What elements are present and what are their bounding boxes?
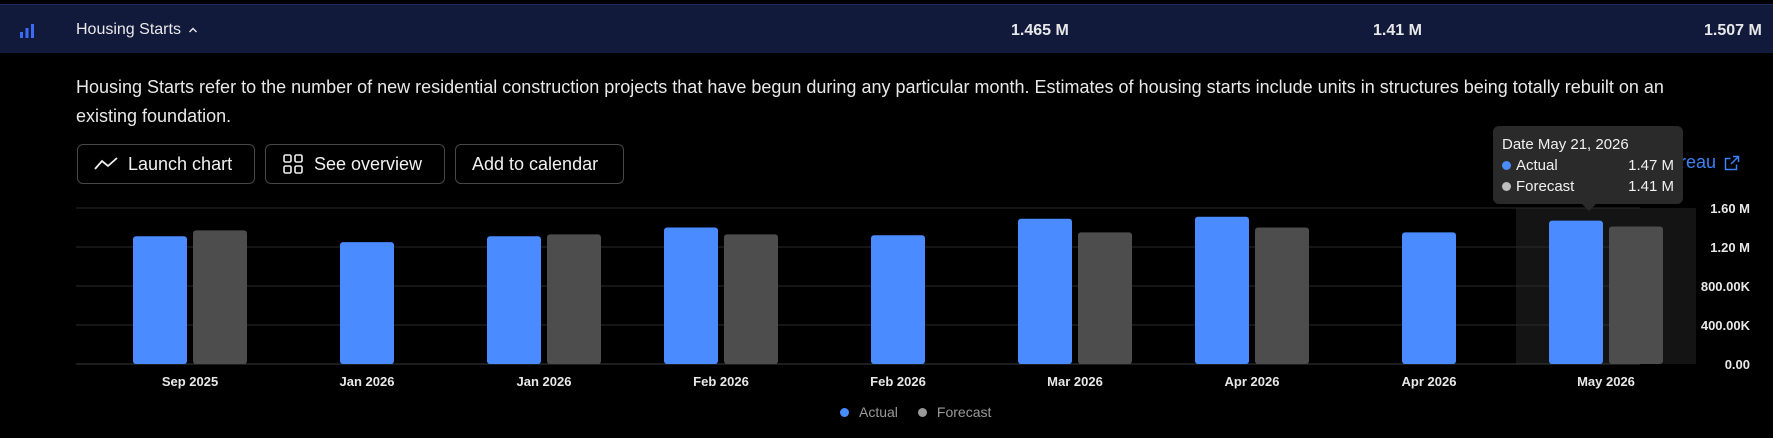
launch-chart-label: Launch chart — [128, 153, 233, 174]
source-link[interactable]: reau — [1680, 152, 1740, 173]
tooltip-actual-row: Actual 1.47 M — [1502, 155, 1674, 176]
indicator-description: Housing Starts refer to the number of ne… — [76, 77, 1664, 126]
bar-actual — [1402, 232, 1456, 364]
bar-forecast — [547, 234, 601, 364]
legend-forecast[interactable]: Forecast — [917, 404, 992, 420]
indicator-name-label: Housing Starts — [76, 21, 181, 38]
x-tick-label: May 2026 — [1577, 374, 1635, 389]
tooltip-forecast-row: Forecast 1.41 M — [1502, 176, 1674, 197]
x-tick-label: Feb 2026 — [693, 374, 749, 389]
launch-chart-button[interactable]: Launch chart — [77, 144, 255, 184]
bar-actual — [487, 236, 541, 364]
forecast-value: 1.41 M — [1373, 22, 1422, 39]
actual-dot-icon — [1502, 161, 1511, 170]
forecast-dot-icon — [1502, 182, 1511, 191]
legend-actual-dot-icon — [840, 407, 849, 417]
bar-actual — [664, 227, 718, 364]
chevron-up-icon — [188, 27, 197, 33]
see-overview-label: See overview — [314, 153, 423, 174]
y-tick-label: 400.00K — [1701, 318, 1751, 333]
actual-value: 1.465 M — [1011, 22, 1069, 39]
chart-legend: Actual Forecast — [840, 404, 991, 420]
bar-actual — [1018, 218, 1072, 364]
tooltip-date: Date May 21, 2026 — [1502, 136, 1629, 153]
x-tick-label: Sep 2025 — [162, 374, 218, 389]
see-overview-button[interactable]: See overview — [265, 144, 445, 184]
legend-forecast-label: Forecast — [936, 404, 992, 420]
tooltip-actual-label: Actual — [1516, 157, 1558, 174]
tooltip-forecast-value: 1.41 M — [1628, 178, 1674, 195]
source-link-label: reau — [1680, 152, 1717, 172]
x-tick-label: Jan 2026 — [517, 374, 572, 389]
tooltip-forecast-label: Forecast — [1516, 178, 1575, 195]
add-to-calendar-button[interactable]: Add to calendar — [455, 144, 624, 184]
y-tick-label: 1.60 M — [1710, 201, 1750, 216]
external-link-icon — [1724, 155, 1740, 170]
bar-actual — [1549, 220, 1603, 364]
x-tick-label: Apr 2026 — [1225, 374, 1280, 389]
y-tick-label: 800.00K — [1701, 279, 1751, 294]
tooltip-actual-value: 1.47 M — [1628, 157, 1674, 174]
legend-actual[interactable]: Actual — [840, 404, 898, 420]
bar-forecast — [1609, 226, 1663, 364]
bar-actual — [133, 236, 187, 364]
y-tick-label: 0.00 — [1725, 357, 1750, 372]
bar-forecast — [724, 234, 778, 364]
add-to-calendar-label: Add to calendar — [472, 153, 599, 174]
housing-starts-chart: 0.00 400.00K 800.00K 1.20 M 1.60 M Sep 2025 Ja… — [76, 201, 1751, 389]
tooltip-pointer — [1582, 204, 1596, 211]
bar-forecast — [193, 230, 247, 364]
x-tick-label: Feb 2026 — [870, 374, 926, 389]
chart-container: 0.00 400.00K 800.00K 1.20 M 1.60 M Sep 2025 Ja… — [0, 195, 1773, 433]
bar-chart-icon — [20, 24, 34, 38]
legend-forecast-dot-icon — [917, 407, 927, 417]
grid-icon — [283, 154, 303, 174]
bar-actual — [871, 235, 925, 364]
bar-actual — [1195, 216, 1249, 364]
indicator-name[interactable]: Housing Starts — [76, 21, 198, 39]
legend-actual-label: Actual — [859, 404, 898, 420]
x-tick-label: Apr 2026 — [1402, 374, 1457, 389]
prior-value: 1.507 M — [1704, 22, 1762, 39]
x-tick-label: Jan 2026 — [340, 374, 395, 389]
chart-tooltip: Date May 21, 2026 Actual 1.47 M Forecast… — [1493, 126, 1683, 204]
trend-line-icon — [94, 157, 118, 170]
x-tick-label: Mar 2026 — [1047, 374, 1103, 389]
bar-forecast — [1255, 227, 1309, 364]
bar-forecast — [1078, 232, 1132, 364]
y-tick-label: 1.20 M — [1710, 240, 1750, 255]
bar-actual — [340, 242, 394, 364]
indicator-row[interactable]: Housing Starts 1.465 M 1.41 M 1.507 M — [0, 4, 1773, 53]
